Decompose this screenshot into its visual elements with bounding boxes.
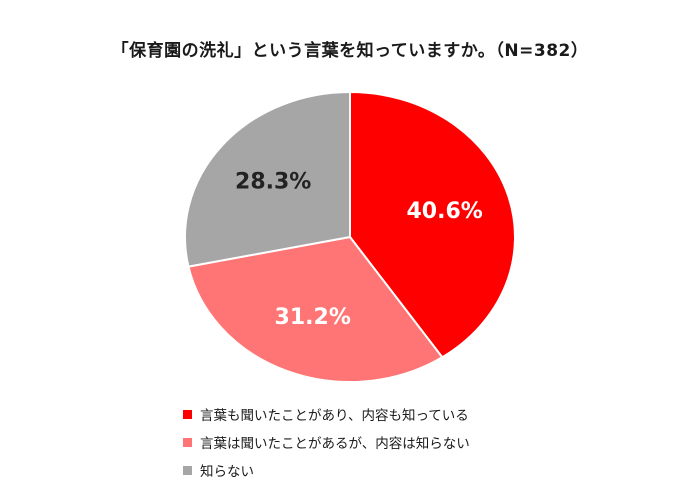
legend-swatch bbox=[183, 437, 192, 447]
legend-item-not-aware: 知らない bbox=[183, 456, 470, 484]
slice-aware-and-understand bbox=[349, 90, 516, 359]
data-label: 40.6% bbox=[407, 199, 483, 224]
data-label: 31.2% bbox=[275, 305, 351, 330]
legend-label: 言葉は聞いたことがあるが、内容は知らない bbox=[200, 436, 470, 452]
chart-title: 「保育園の洗礼」という言葉を知っていますか。（N=382） bbox=[111, 41, 589, 61]
legend: 言葉も聞いたことがあり、内容も知っている 言葉は聞いたことがあるが、内容は知らな… bbox=[183, 400, 470, 484]
data-label: 28.3% bbox=[235, 170, 311, 195]
legend-swatch bbox=[183, 465, 192, 475]
slice-not-aware bbox=[184, 90, 351, 268]
slice-aware-only bbox=[187, 235, 444, 383]
legend-item-aware-and-understand: 言葉も聞いたことがあり、内容も知っている bbox=[183, 400, 470, 428]
legend-label: 知らない bbox=[200, 464, 254, 480]
legend-item-aware-only: 言葉は聞いたことがあるが、内容は知らない bbox=[183, 428, 470, 456]
legend-swatch bbox=[183, 409, 192, 419]
legend-label: 言葉も聞いたことがあり、内容も知っている bbox=[200, 408, 469, 424]
